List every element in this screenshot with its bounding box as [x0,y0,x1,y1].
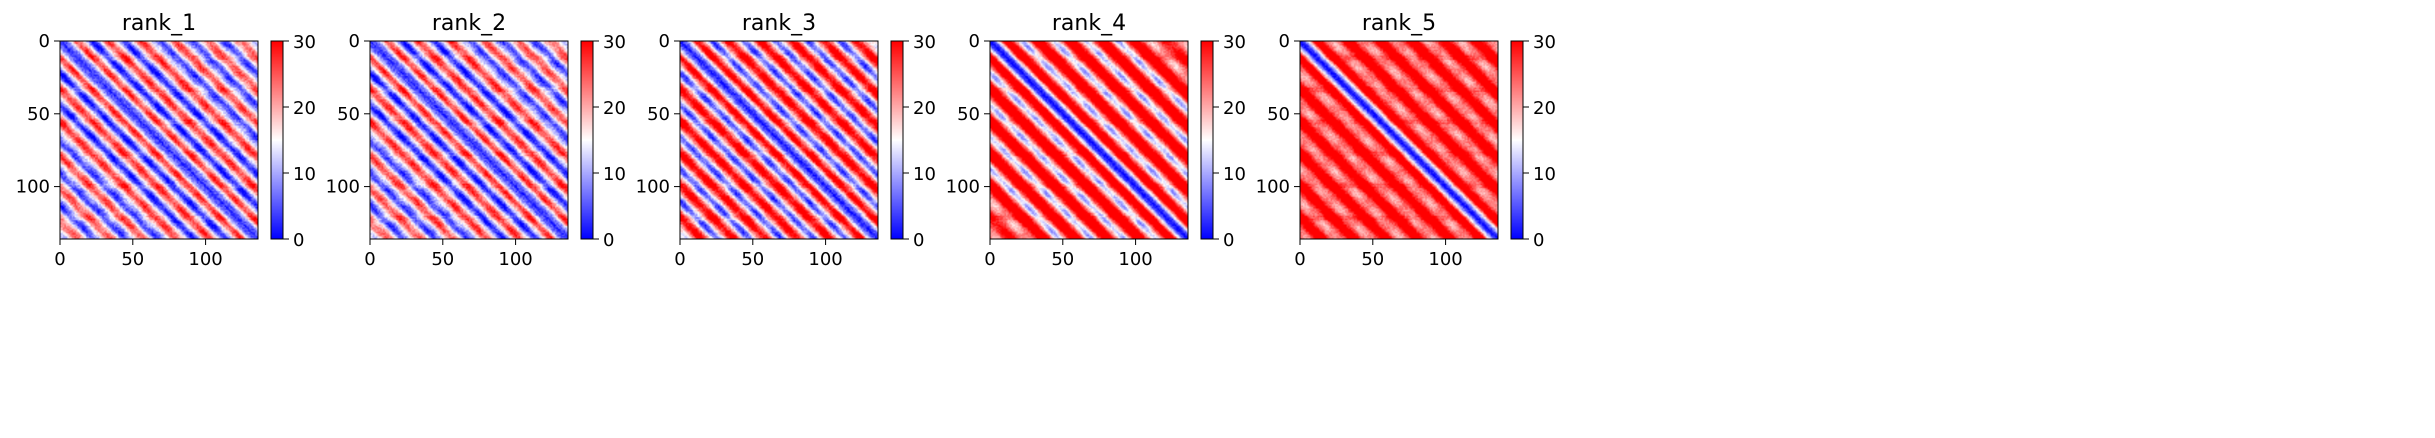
x-tick-label: 100 [188,249,222,270]
colorbar-frame [580,40,594,240]
colorbar-tick-label: 30 [1223,32,1246,53]
x-tick-label: 50 [1051,249,1074,270]
y-tick-label: 0 [39,31,50,52]
colorbar-tick-label: 30 [913,32,936,53]
y-tick-label: 0 [1279,31,1290,52]
colorbar-3 [891,41,903,239]
y-tick-label: 100 [16,177,50,198]
plot-frame-3 [679,40,879,240]
y-tick-label: 50 [647,104,670,125]
colorbar-tick-label: 0 [1223,230,1234,251]
colorbar-tick-label: 10 [1223,164,1246,185]
x-tick-label: 0 [674,249,685,270]
colorbar-tick-label: 30 [293,32,316,53]
y-tick-label: 100 [946,177,980,198]
y-tick-label: 0 [659,31,670,52]
colorbar-tick-label: 30 [1533,32,1556,53]
colorbar-tick-label: 20 [913,98,936,119]
x-tick-label: 0 [364,249,375,270]
colorbar-frame [1200,40,1214,240]
x-tick-label: 100 [1428,249,1462,270]
x-tick-label: 100 [1118,249,1152,270]
x-tick-label: 50 [1361,249,1384,270]
colorbar-tick-label: 0 [1533,230,1544,251]
y-tick-label: 100 [636,177,670,198]
colorbar-2 [581,41,593,239]
colorbar-frame [270,40,284,240]
colorbar-tick-label: 20 [293,98,316,119]
colorbar-frame [1510,40,1524,240]
x-tick-label: 0 [984,249,995,270]
chart-title-5: rank_5 [1362,11,1436,36]
colorbar-tick-label: 10 [1533,164,1556,185]
heatmap-4 [990,41,1188,239]
colorbar-tick-label: 0 [293,230,304,251]
y-tick-label: 100 [326,177,360,198]
colorbar-tick-label: 20 [1223,98,1246,119]
colorbar-5 [1511,41,1523,239]
plot-frame-1 [59,40,259,240]
x-tick-label: 100 [808,249,842,270]
plot-frame-5 [1299,40,1499,240]
plot-frame-2 [369,40,569,240]
heatmap-3 [680,41,878,239]
x-tick-label: 100 [498,249,532,270]
chart-title-4: rank_4 [1052,11,1126,36]
heatmap-1 [60,41,258,239]
colorbar-tick-label: 0 [603,230,614,251]
chart-title-2: rank_2 [432,11,506,36]
x-tick-label: 0 [54,249,65,270]
colorbar-tick-label: 10 [293,164,316,185]
y-tick-label: 50 [337,104,360,125]
colorbar-tick-label: 0 [913,230,924,251]
y-tick-label: 0 [969,31,980,52]
x-tick-label: 50 [741,249,764,270]
y-tick-label: 100 [1256,177,1290,198]
colorbar-tick-label: 20 [1533,98,1556,119]
y-tick-label: 50 [27,104,50,125]
heatmap-2 [370,41,568,239]
chart-title-1: rank_1 [122,11,196,36]
x-tick-label: 0 [1294,249,1305,270]
colorbar-tick-label: 10 [913,164,936,185]
x-tick-label: 50 [431,249,454,270]
colorbar-4 [1201,41,1213,239]
colorbar-tick-label: 10 [603,164,626,185]
colorbar-1 [271,41,283,239]
colorbar-tick-label: 20 [603,98,626,119]
colorbar-tick-label: 30 [603,32,626,53]
y-tick-label: 50 [1267,104,1290,125]
y-tick-label: 50 [957,104,980,125]
chart-title-3: rank_3 [742,11,816,36]
y-tick-label: 0 [349,31,360,52]
x-tick-label: 50 [121,249,144,270]
heatmap-5 [1300,41,1498,239]
plot-frame-4 [989,40,1189,240]
colorbar-frame [890,40,904,240]
